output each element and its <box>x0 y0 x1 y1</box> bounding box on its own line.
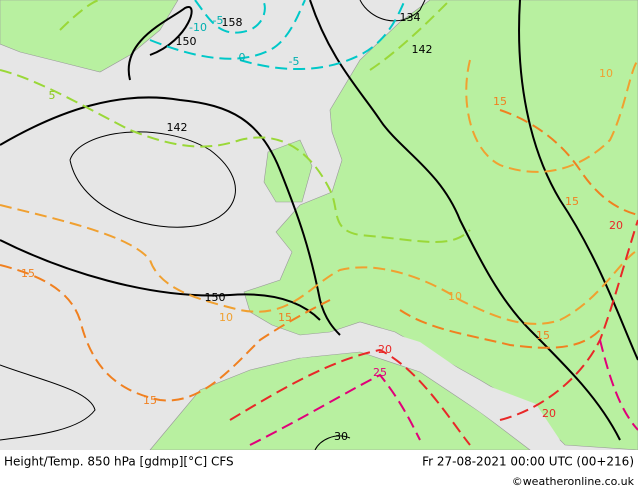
contour-label: 134 <box>400 11 421 24</box>
contour-label: 25 <box>373 366 387 379</box>
contour-label: -5 <box>289 55 300 68</box>
europe <box>243 0 638 451</box>
contour-label: 150 <box>176 35 197 48</box>
footer-credit: ©weatheronline.co.uk <box>512 475 635 488</box>
contour-label: 158 <box>222 16 243 29</box>
contour-label: 20 <box>542 407 556 420</box>
contour-label: 142 <box>167 121 188 134</box>
contour <box>314 435 351 451</box>
contour-label: -10 <box>189 21 207 34</box>
contour <box>0 239 321 321</box>
contour <box>0 96 341 336</box>
africa <box>149 351 531 451</box>
isotherm <box>499 109 638 216</box>
mediterranean <box>300 324 560 448</box>
isotherm <box>465 59 638 173</box>
land <box>0 0 638 451</box>
contour-label: 15 <box>536 329 550 342</box>
temperature-contours <box>0 0 638 446</box>
height-contours <box>0 0 638 451</box>
contour-label: 142 <box>412 43 433 56</box>
contour-label: 15 <box>493 95 507 108</box>
contour-label: 15 <box>143 394 157 407</box>
greenland <box>0 0 179 73</box>
contour <box>309 0 621 441</box>
contour <box>127 5 193 81</box>
contour-label: 10 <box>599 67 613 80</box>
contour-label: 15 <box>565 195 579 208</box>
isotherm <box>149 0 306 60</box>
isotherm <box>59 0 451 71</box>
height-labels: 134 142 158 150 142 150 30 <box>167 11 433 443</box>
contour <box>0 364 96 441</box>
contour <box>359 0 426 22</box>
contour <box>69 131 236 228</box>
isotherm <box>399 309 601 349</box>
contour <box>518 0 638 361</box>
footer <box>0 450 638 492</box>
contour-label: 20 <box>378 343 392 356</box>
contour-label: 15 <box>21 267 35 280</box>
isotherm <box>0 69 471 243</box>
isotherm <box>229 348 471 446</box>
contour-label: 0 <box>239 51 246 64</box>
footer-title: Height/Temp. 850 hPa [gdmp][°C] CFS <box>4 455 234 469</box>
contour-label: 150 <box>205 291 226 304</box>
britain <box>263 139 313 203</box>
contour-label: 20 <box>609 219 623 232</box>
isotherm <box>0 204 638 325</box>
isotherm <box>249 373 421 446</box>
contour-label: 10 <box>219 311 233 324</box>
temperature-labels: -10 -5 0 -5 5 10 15 10 15 15 20 25 15 15… <box>21 14 623 420</box>
contour-label: 10 <box>448 290 462 303</box>
isotherm <box>194 0 266 34</box>
contour-label: 15 <box>278 311 292 324</box>
contour-label: 30 <box>334 430 348 443</box>
isotherm <box>0 264 331 402</box>
contour-label: -5 <box>213 14 224 27</box>
contour-label: 5 <box>49 89 56 102</box>
footer-date: Fr 27-08-2021 00:00 UTC (00+216) <box>422 455 634 469</box>
isotherm <box>599 339 638 431</box>
isotherm <box>239 0 406 71</box>
